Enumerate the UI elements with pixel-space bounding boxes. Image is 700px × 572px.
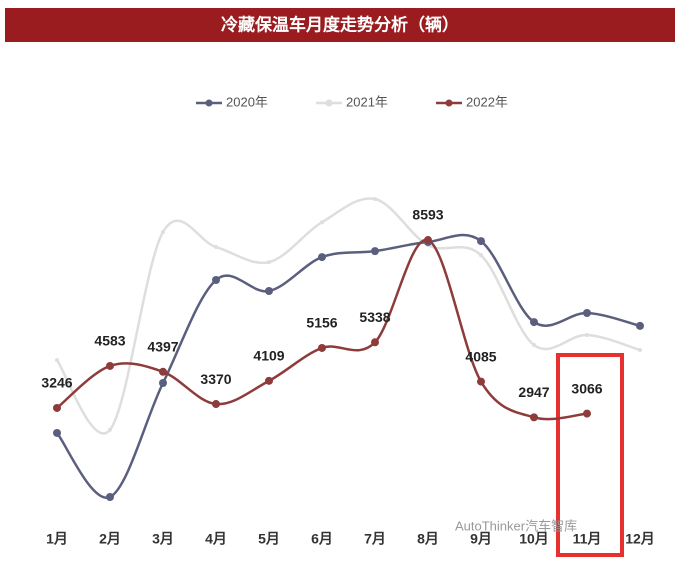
x-tick-label: 9月 <box>470 531 492 547</box>
data-point <box>373 197 377 201</box>
data-point <box>320 220 324 225</box>
legend-marker <box>325 99 333 107</box>
data-point <box>318 343 326 352</box>
legend-label: 2022年 <box>466 94 508 109</box>
data-point <box>477 377 485 386</box>
data-label: 4109 <box>253 348 284 364</box>
data-label: 3246 <box>41 375 72 391</box>
data-point <box>530 413 538 422</box>
data-point <box>267 260 271 265</box>
highlight-box <box>556 353 624 557</box>
x-tick-label: 7月 <box>364 531 386 547</box>
data-label: 5156 <box>306 315 337 331</box>
legend-marker <box>445 99 453 107</box>
x-tick-label: 4月 <box>205 531 227 547</box>
data-point <box>585 332 589 337</box>
data-label: 3370 <box>200 371 231 387</box>
data-label: 4085 <box>465 348 496 364</box>
data-point <box>106 493 114 501</box>
data-point <box>265 376 273 385</box>
data-point <box>479 253 483 258</box>
data-label: 3066 <box>571 380 602 396</box>
legend-label: 2021年 <box>346 94 388 109</box>
x-tick-label: 3月 <box>152 531 174 547</box>
data-label: 4583 <box>94 333 125 349</box>
data-point <box>638 348 642 353</box>
x-tick-label: 1月 <box>46 531 68 547</box>
data-point <box>530 318 538 327</box>
data-point <box>108 427 112 432</box>
x-tick-label: 11月 <box>573 531 602 547</box>
title-banner <box>5 8 675 42</box>
data-point <box>55 358 59 363</box>
data-point <box>532 343 536 348</box>
legend-label: 2020年 <box>226 94 268 109</box>
x-tick-label: 5月 <box>258 531 280 547</box>
data-label: 5338 <box>359 309 390 325</box>
data-label: 4397 <box>147 339 178 355</box>
data-point <box>212 276 220 285</box>
x-tick-label: 2月 <box>99 531 121 547</box>
legend-marker <box>205 99 213 107</box>
x-tick-label: 12月 <box>625 531 655 547</box>
series-line <box>56 238 588 421</box>
x-tick-label: 8月 <box>417 531 439 547</box>
data-point <box>583 308 591 317</box>
data-label: 8593 <box>412 207 443 223</box>
data-point <box>161 229 165 234</box>
data-point <box>53 428 61 437</box>
data-point <box>265 287 273 296</box>
data-point <box>477 237 485 246</box>
series-line <box>55 197 641 435</box>
data-point <box>318 253 326 262</box>
chart-title: 冷藏保温车月度走势分析（辆） <box>221 14 459 34</box>
x-tick-label: 6月 <box>311 531 333 547</box>
data-point <box>636 321 644 330</box>
watermark: AutoThinker汽车智库 <box>455 518 577 533</box>
x-tick-label: 10月 <box>519 531 549 547</box>
data-point <box>159 367 167 376</box>
data-point <box>424 236 432 245</box>
data-point <box>106 361 114 370</box>
data-point <box>214 245 218 250</box>
data-point <box>371 338 379 347</box>
data-point <box>371 247 379 256</box>
data-label: 2947 <box>518 384 549 400</box>
data-point <box>53 403 61 412</box>
data-point <box>159 379 167 388</box>
data-point <box>583 409 591 418</box>
data-point <box>212 400 220 409</box>
